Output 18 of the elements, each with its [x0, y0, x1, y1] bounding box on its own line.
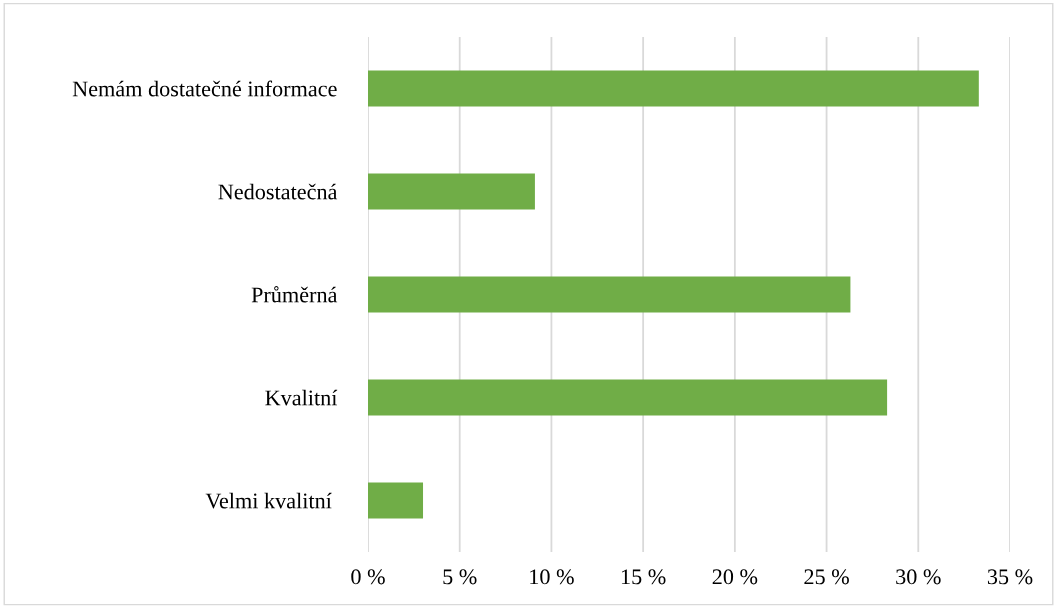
bar [368, 379, 888, 416]
y-tick-label: Kvalitní [265, 389, 338, 406]
y-tick-label: Velmi kvalitní [205, 492, 332, 509]
x-tick-label: 5 % [443, 569, 477, 585]
x-tick-label: 35 % [987, 569, 1033, 585]
bar [368, 173, 535, 210]
x-tick-label: 0 % [351, 569, 385, 585]
x-tick-label: 25 % [804, 569, 849, 585]
x-tick-label: 10 % [530, 569, 574, 585]
y-tick-label: Průměrná [251, 286, 338, 303]
bar [368, 482, 424, 519]
x-tick-label: 15 % [621, 569, 666, 585]
y-tick-label: Nemám dostatečné informace [72, 80, 337, 97]
bar [368, 276, 851, 313]
x-tick-label: 20 % [712, 569, 758, 585]
y-tick-label: Nedostatečná [218, 183, 338, 200]
x-tick-label: 30 % [896, 569, 941, 585]
bar [368, 70, 979, 107]
